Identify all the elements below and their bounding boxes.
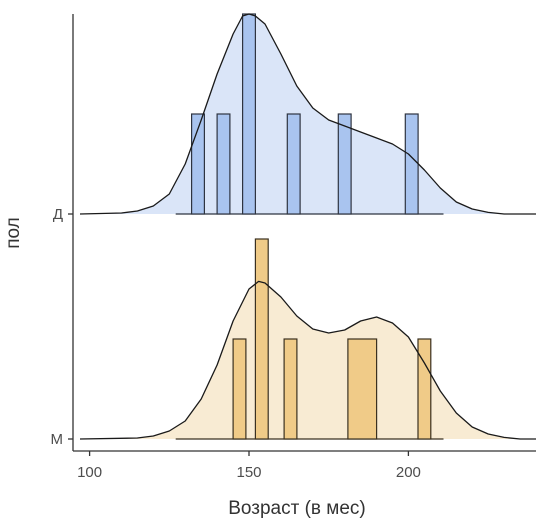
x-tick-label: 100 <box>77 464 102 481</box>
y-axis-title: пол <box>3 217 24 249</box>
x-tick-label: 150 <box>236 464 261 481</box>
density-area <box>80 281 536 439</box>
density-area <box>80 14 536 214</box>
histogram-bar <box>254 238 269 440</box>
histogram-bar <box>242 13 257 215</box>
histogram-bar <box>337 113 352 215</box>
histogram-bar <box>216 113 231 215</box>
histogram-bar <box>232 338 247 440</box>
group-m <box>79 238 536 440</box>
y-tick-label: М <box>51 431 64 448</box>
histogram-bar <box>283 338 298 440</box>
group-d <box>79 13 536 215</box>
y-tick-label: Д <box>53 206 63 223</box>
groups-layer <box>79 13 536 440</box>
histogram-bar <box>286 113 301 215</box>
density-line <box>79 13 536 215</box>
histogram-bar <box>417 338 432 440</box>
x-tick-label: 200 <box>396 464 421 481</box>
x-axis-title: Возраст (в мес) <box>228 498 366 519</box>
ticks-layer: 100 150 200 Д М <box>51 206 421 481</box>
density-line <box>79 280 536 440</box>
axes-layer <box>72 14 536 452</box>
histogram-bar <box>347 338 378 440</box>
histogram-bar <box>404 113 419 215</box>
